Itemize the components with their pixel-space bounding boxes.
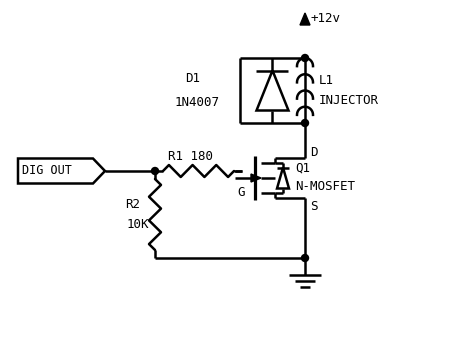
Text: S: S <box>310 200 318 212</box>
Text: Q1: Q1 <box>295 162 310 175</box>
Text: DIG OUT: DIG OUT <box>22 164 72 178</box>
Circle shape <box>301 254 309 261</box>
Text: G: G <box>237 185 245 199</box>
Text: +12v: +12v <box>311 12 341 25</box>
Text: R1 180: R1 180 <box>168 150 213 163</box>
Text: L1: L1 <box>319 74 334 87</box>
Text: D: D <box>310 146 318 159</box>
Text: INJECTOR: INJECTOR <box>319 94 379 107</box>
Text: 10K: 10K <box>127 218 149 231</box>
Circle shape <box>301 54 309 61</box>
Polygon shape <box>256 70 289 110</box>
Circle shape <box>152 167 158 175</box>
Circle shape <box>301 119 309 126</box>
Polygon shape <box>251 174 261 182</box>
Text: 1N4007: 1N4007 <box>175 96 220 109</box>
Text: R2: R2 <box>125 198 140 211</box>
Text: N-MOSFET: N-MOSFET <box>295 179 355 192</box>
Polygon shape <box>277 167 289 188</box>
Polygon shape <box>300 13 310 25</box>
Text: D1: D1 <box>185 72 200 85</box>
